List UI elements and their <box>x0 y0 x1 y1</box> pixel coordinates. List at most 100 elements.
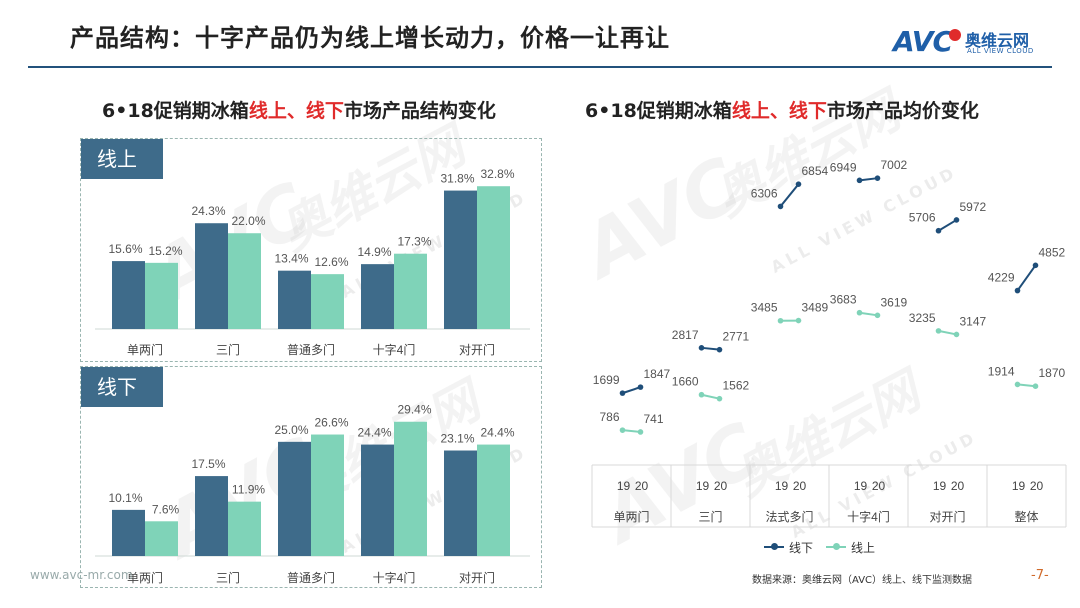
price-marker <box>1014 381 1021 388</box>
offline-bar <box>145 521 178 556</box>
price-marker <box>637 429 644 435</box>
offline-tag: 线下 <box>81 367 163 407</box>
price-period-label: 19 <box>1012 479 1026 493</box>
online-data-label: 12.6% <box>314 255 348 269</box>
price-data-label: 1660 <box>672 375 699 389</box>
price-marker <box>698 391 705 398</box>
price-category-label: 对开门 <box>929 509 965 524</box>
price-category-label: 整体 <box>1014 509 1038 524</box>
offline-bar <box>444 450 477 556</box>
offline-category-label: 普通多门 <box>287 570 335 585</box>
offline-bar <box>195 476 228 556</box>
logo-en-text: ALL VIEW CLOUD <box>967 47 1034 55</box>
price-online-segment <box>701 393 720 400</box>
price-marker <box>935 328 942 334</box>
offline-data-label: 17.5% <box>191 457 225 471</box>
online-tag: 线上 <box>81 139 163 179</box>
logo-cn-text: 奥维云网 <box>965 31 1030 50</box>
price-marker <box>935 227 942 234</box>
price-marker <box>953 217 960 223</box>
online-bar <box>311 274 344 329</box>
price-marker <box>856 309 863 316</box>
price-data-label: 4852 <box>1039 245 1066 259</box>
price-category-label: 十字4门 <box>847 509 890 524</box>
price-marker <box>716 395 723 402</box>
online-category-label: 普通多门 <box>287 342 335 357</box>
price-data-label: 1870 <box>1039 366 1066 380</box>
price-period-label: 20 <box>1030 479 1044 493</box>
online-bar <box>477 186 510 329</box>
offline-bar <box>361 444 394 556</box>
price-period-label: 19 <box>696 479 710 493</box>
price-data-label: 5972 <box>960 200 987 214</box>
offline-data-label: 29.4% <box>397 403 431 417</box>
page-title: 产品结构：十字产品仍为线上增长动力，价格一让再让 <box>70 24 670 52</box>
online-bar <box>394 253 427 329</box>
right-title-post: 市场产品均价变化 <box>826 100 979 122</box>
price-data-label: 6306 <box>751 186 778 200</box>
site-url: www.avc-mr.com <box>30 568 133 582</box>
price-period-label: 20 <box>793 479 807 493</box>
price-marker <box>1014 287 1021 294</box>
offline-data-label: 23.1% <box>440 432 474 446</box>
legend-offline: 线下 <box>764 539 813 556</box>
offline-data-label: 7.6% <box>152 502 180 516</box>
left-title-post: 市场产品结构变化 <box>343 100 496 122</box>
online-data-label: 31.8% <box>440 172 474 186</box>
logo-dot-icon <box>949 29 961 41</box>
online-category-label: 单两门 <box>127 342 163 357</box>
price-marker <box>874 175 881 181</box>
price-marker <box>953 331 960 338</box>
price-offline-segment <box>779 183 800 208</box>
online-bar <box>112 261 145 329</box>
right-title-red: 线上、线下 <box>731 100 827 122</box>
price-marker <box>1032 262 1039 269</box>
legend-online: 线上 <box>826 539 875 556</box>
price-data-label: 741 <box>644 412 664 426</box>
price-data-label: 6949 <box>830 160 857 174</box>
offline-category-label: 单两门 <box>127 570 163 585</box>
offline-category-label: 三门 <box>216 570 240 585</box>
online-data-label: 24.3% <box>191 204 225 218</box>
price-data-label: 3235 <box>909 311 936 325</box>
price-data-label: 3147 <box>960 314 987 328</box>
legend-online-marker <box>833 543 840 550</box>
online-data-label: 15.6% <box>108 242 142 256</box>
online-bar <box>444 190 477 329</box>
left-title-red: 线上、线下 <box>248 100 344 122</box>
online-category-label: 对开门 <box>459 342 495 357</box>
price-category-label: 法式多门 <box>765 509 813 524</box>
price-data-label: 1562 <box>723 379 750 393</box>
price-period-label: 20 <box>872 479 886 493</box>
online-data-label: 15.2% <box>148 244 182 258</box>
legend-offline-label: 线下 <box>789 541 814 555</box>
offline-bar <box>112 509 145 556</box>
price-category-label: 三门 <box>698 509 722 524</box>
price-data-label: 2817 <box>672 328 699 342</box>
price-data-label: 5706 <box>909 211 936 225</box>
price-offline-segment <box>859 177 878 182</box>
online-data-label: 13.4% <box>274 252 308 266</box>
page-number: -7- <box>1031 568 1049 583</box>
price-data-label: 1914 <box>988 364 1015 378</box>
price-offline-segment <box>937 219 958 232</box>
price-offline-segment <box>1016 264 1037 292</box>
price-period-label: 19 <box>775 479 789 493</box>
offline-bar <box>311 434 344 556</box>
offline-data-label: 24.4% <box>357 426 391 440</box>
offline-bar <box>228 501 261 556</box>
avc-logo: AVC 奥维云网 ALL VIEW CLOUD <box>893 25 1063 59</box>
price-period-label: 20 <box>635 479 649 493</box>
header-divider <box>28 66 1052 68</box>
price-marker <box>619 427 626 433</box>
price-data-label: 1699 <box>593 373 620 387</box>
price-data-label: 2771 <box>723 330 750 344</box>
offline-structure-chart: 线下 <box>80 366 542 588</box>
online-structure-chart: 线上 <box>80 138 542 362</box>
price-period-label: 19 <box>933 479 947 493</box>
price-data-label: 6854 <box>802 164 829 178</box>
price-data-label: 3619 <box>881 295 908 309</box>
price-category-label: 单两门 <box>613 509 649 524</box>
